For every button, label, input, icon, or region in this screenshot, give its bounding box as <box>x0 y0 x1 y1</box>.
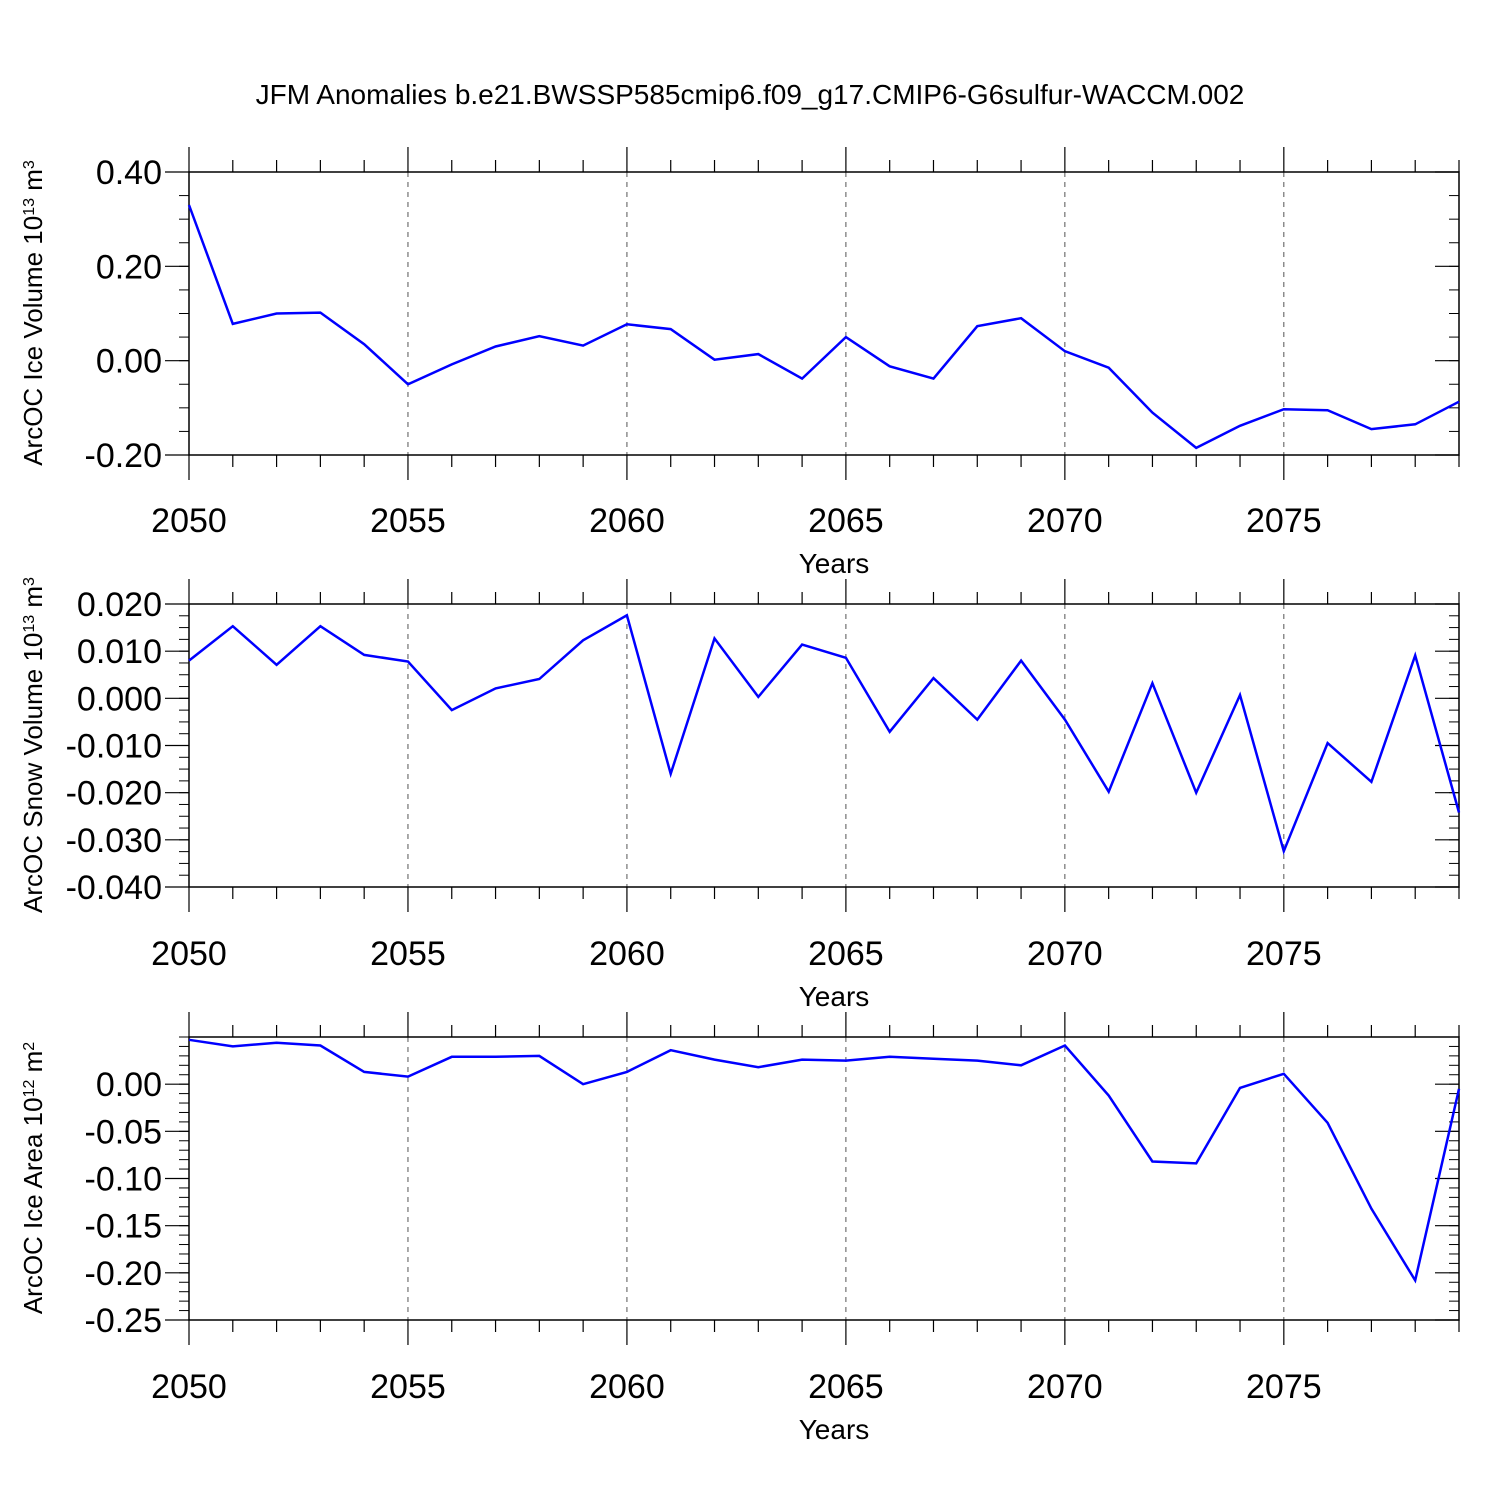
panel-1: 2050 2055 2060 2065 2070 2075 0.40 0.20 0.00 -0.2… <box>18 147 1460 579</box>
x-tick-label: 2065 <box>808 502 884 540</box>
x-tick-label: 2070 <box>1027 1368 1103 1406</box>
y-axis-label: ArcOC Ice Area 1012 m2 <box>18 1042 48 1314</box>
y-axis-label-part: ArcOC Ice Area 10 <box>18 1097 48 1314</box>
x-tick-label: 2055 <box>370 935 446 973</box>
panel-3: 2050 2055 2060 2065 2070 2075 0.00 -0.05 -0.10 -0… <box>18 1012 1461 1445</box>
y-tick-label: 0.40 <box>96 154 162 192</box>
y-tick-label: -0.20 <box>85 437 163 475</box>
y-axis-label-part: 13 <box>21 615 38 633</box>
y-axis-label-part: m <box>18 169 48 198</box>
y-axis-label-part: ArcOC Ice Volume 10 <box>18 216 48 466</box>
series-line <box>188 1038 1461 1284</box>
y-tick-label: 0.00 <box>96 343 162 381</box>
y-tick-label: -0.010 <box>66 728 162 766</box>
x-tick-label: 2050 <box>151 935 227 973</box>
y-axis-label-part: 2 <box>21 1042 38 1051</box>
y-axis-label-part: 3 <box>21 577 38 586</box>
plot-frame <box>188 603 1460 888</box>
x-tick-label: 2055 <box>370 1368 446 1406</box>
y-tick-label: -0.10 <box>85 1161 163 1199</box>
x-tick-label: 2075 <box>1246 1368 1322 1406</box>
x-tick-label: 2065 <box>808 1368 884 1406</box>
y-axis-label-part: m <box>18 1051 48 1080</box>
plot-frame <box>188 171 1460 456</box>
x-tick-label: 2070 <box>1027 935 1103 973</box>
x-tick-label: 2070 <box>1027 502 1103 540</box>
x-tick-label: 2055 <box>370 502 446 540</box>
y-tick-label: -0.15 <box>85 1208 163 1246</box>
panel-2: 2050 2055 2060 2065 2070 2075 0.020 0.010 0.000 -… <box>18 577 1461 1012</box>
chart-title: JFM Anomalies b.e21.BWSSP585cmip6.f09_g1… <box>256 79 1245 110</box>
y-tick-label: 0.20 <box>96 248 162 286</box>
x-axis-label: Years <box>799 1414 870 1445</box>
y-tick-label: 0.020 <box>77 586 162 624</box>
x-tick-label: 2060 <box>589 502 665 540</box>
y-axis-label-part: ArcOC Snow Volume 10 <box>18 633 48 913</box>
y-tick-label: -0.030 <box>66 822 162 860</box>
x-axis-label: Years <box>799 548 870 579</box>
y-tick-label: 0.010 <box>77 633 162 671</box>
x-tick-label: 2050 <box>151 1368 227 1406</box>
y-axis-label: ArcOC Snow Volume 1013 m3 <box>18 577 48 913</box>
y-tick-label: -0.040 <box>66 869 162 907</box>
y-axis-label-part: 12 <box>21 1080 38 1098</box>
y-tick-label: -0.020 <box>66 775 162 813</box>
y-tick-label: 0.000 <box>77 680 162 718</box>
y-axis-label-part: 3 <box>21 160 38 169</box>
y-axis-label: ArcOC Ice Volume 1013 m3 <box>18 160 48 466</box>
x-tick-label: 2060 <box>589 1368 665 1406</box>
x-axis-label: Years <box>799 981 870 1012</box>
series-line <box>187 204 1460 450</box>
y-tick-label: -0.05 <box>85 1113 163 1151</box>
y-tick-label: 0.00 <box>96 1066 162 1104</box>
x-tick-label: 2075 <box>1246 502 1322 540</box>
y-tick-label: -0.20 <box>85 1255 163 1293</box>
x-tick-label: 2075 <box>1246 935 1322 973</box>
y-axis-label-part: 13 <box>21 198 38 216</box>
y-tick-label: -0.25 <box>85 1302 163 1340</box>
x-tick-label: 2050 <box>151 502 227 540</box>
x-tick-label: 2065 <box>808 935 884 973</box>
series-line <box>188 613 1461 856</box>
x-tick-label: 2060 <box>589 935 665 973</box>
y-axis-label-part: m <box>18 586 48 615</box>
